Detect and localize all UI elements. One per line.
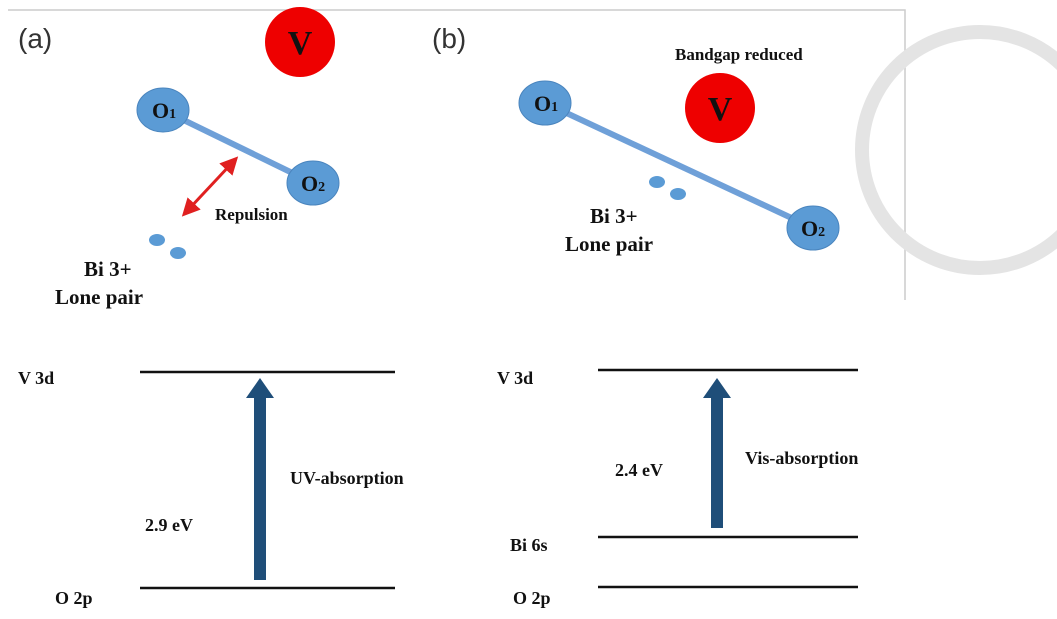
- subscript: 2: [318, 180, 325, 195]
- level-label: Bi 6s: [510, 535, 548, 555]
- o2-atom: [786, 205, 840, 251]
- panel-a: (a) V O1 O2 Repulsion Bi 3+ Lone pair V …: [18, 7, 404, 608]
- transition-arrow: [246, 378, 274, 580]
- level-label: O 2p: [513, 588, 551, 608]
- bond: [161, 107, 315, 186]
- bi-ion: Bi 3+: [590, 204, 638, 228]
- absorption: UV-absorption: [290, 468, 404, 488]
- repulsion: Repulsion: [215, 205, 288, 224]
- electron: [149, 234, 165, 246]
- level-label: V 3d: [497, 368, 533, 388]
- electron: [649, 176, 665, 188]
- panel-label: (b): [432, 23, 466, 54]
- o2-atom: [286, 160, 340, 206]
- subscript: 1: [551, 100, 558, 115]
- symbol: O: [534, 91, 551, 116]
- subscript: 2: [818, 225, 825, 240]
- symbol: O: [152, 98, 169, 123]
- panel-label: (a): [18, 23, 52, 54]
- v-label: V: [288, 25, 313, 62]
- bond: [543, 100, 815, 231]
- panel-b: (b) Bandgap reduced V O1 O2 Bi 3+ Lone p…: [432, 23, 858, 608]
- o2-label: O2: [801, 216, 825, 241]
- transition-arrow: [703, 378, 731, 528]
- subscript: 1: [169, 107, 176, 122]
- o1-label: O1: [534, 91, 558, 116]
- v-label: V: [708, 91, 733, 128]
- lone-pair: Lone pair: [565, 232, 653, 256]
- electron: [670, 188, 686, 200]
- o1-atom: [518, 80, 572, 126]
- electron: [170, 247, 186, 259]
- note: Bandgap reduced: [675, 45, 803, 64]
- bi-ion: Bi 3+: [84, 257, 132, 281]
- v-atom: [685, 73, 755, 143]
- lone-pair: Lone pair: [55, 285, 143, 309]
- symbol: O: [301, 171, 318, 196]
- absorption: Vis-absorption: [745, 448, 858, 468]
- o1-label: O1: [152, 98, 176, 123]
- level-label: V 3d: [18, 368, 54, 388]
- symbol: O: [801, 216, 818, 241]
- o1-atom: [136, 87, 190, 133]
- level-label: O 2p: [55, 588, 93, 608]
- repulsion-arrow: [181, 156, 239, 217]
- v-atom: [265, 7, 335, 77]
- gap: 2.9 eV: [145, 515, 193, 535]
- watermark: [855, 25, 1057, 275]
- o2-label: O2: [301, 171, 325, 196]
- gap: 2.4 eV: [615, 460, 663, 480]
